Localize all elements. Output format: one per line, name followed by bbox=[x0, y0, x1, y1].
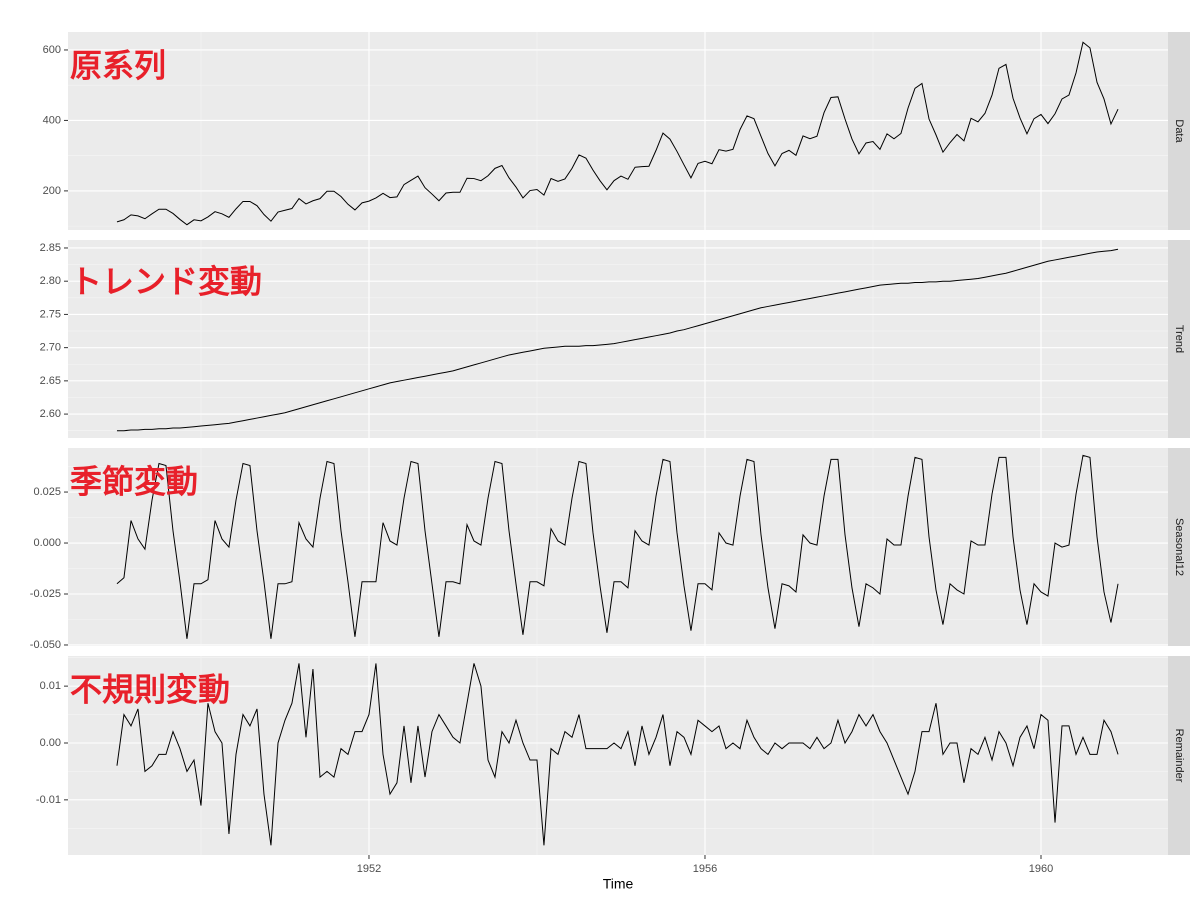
data-line bbox=[116, 454, 1119, 639]
y-tick-label: 2.75 bbox=[40, 308, 61, 320]
strip-label: Seasonal12 bbox=[1173, 518, 1185, 576]
y-tick-label: 0.000 bbox=[33, 537, 61, 549]
strip bbox=[1168, 448, 1190, 646]
y-tick-label: 0.025 bbox=[33, 486, 61, 498]
y-tick-label: -0.050 bbox=[30, 639, 61, 651]
annotation: 原系列 bbox=[70, 47, 166, 83]
annotation: 不規則変動 bbox=[70, 671, 230, 707]
panel-background bbox=[68, 240, 1168, 438]
data-line bbox=[116, 663, 1119, 846]
y-tick-label: 600 bbox=[43, 44, 61, 56]
y-tick-label: 2.70 bbox=[40, 342, 61, 354]
strip bbox=[1168, 32, 1190, 230]
panel-background bbox=[68, 32, 1168, 230]
y-tick-label: 200 bbox=[43, 185, 61, 197]
y-tick-label: 400 bbox=[43, 114, 61, 126]
strip-label: Trend bbox=[1173, 325, 1185, 353]
y-tick-label: 2.80 bbox=[40, 275, 61, 287]
x-tick-label: 1960 bbox=[1029, 863, 1053, 875]
strip bbox=[1168, 240, 1190, 438]
x-tick-label: 1952 bbox=[357, 863, 381, 875]
y-tick-label: 2.60 bbox=[40, 408, 61, 420]
x-tick-label: 1956 bbox=[693, 863, 717, 875]
y-tick-label: 2.65 bbox=[40, 375, 61, 387]
strip bbox=[1168, 656, 1190, 855]
annotation: トレンド変動 bbox=[70, 263, 262, 299]
data-line bbox=[116, 41, 1119, 226]
panel-background bbox=[68, 448, 1168, 646]
panel-background bbox=[68, 656, 1168, 855]
x-axis-title: Time bbox=[603, 876, 634, 892]
y-tick-label: 0.00 bbox=[40, 737, 61, 749]
y-tick-label: -0.01 bbox=[36, 794, 61, 806]
annotation: 季節変動 bbox=[70, 463, 198, 499]
y-tick-label: 2.85 bbox=[40, 242, 61, 254]
strip-label: Data bbox=[1173, 119, 1185, 143]
y-tick-label: -0.025 bbox=[30, 588, 61, 600]
y-tick-label: 0.01 bbox=[40, 680, 61, 692]
data-line bbox=[116, 248, 1119, 432]
strip-label: Remainder bbox=[1173, 729, 1185, 783]
